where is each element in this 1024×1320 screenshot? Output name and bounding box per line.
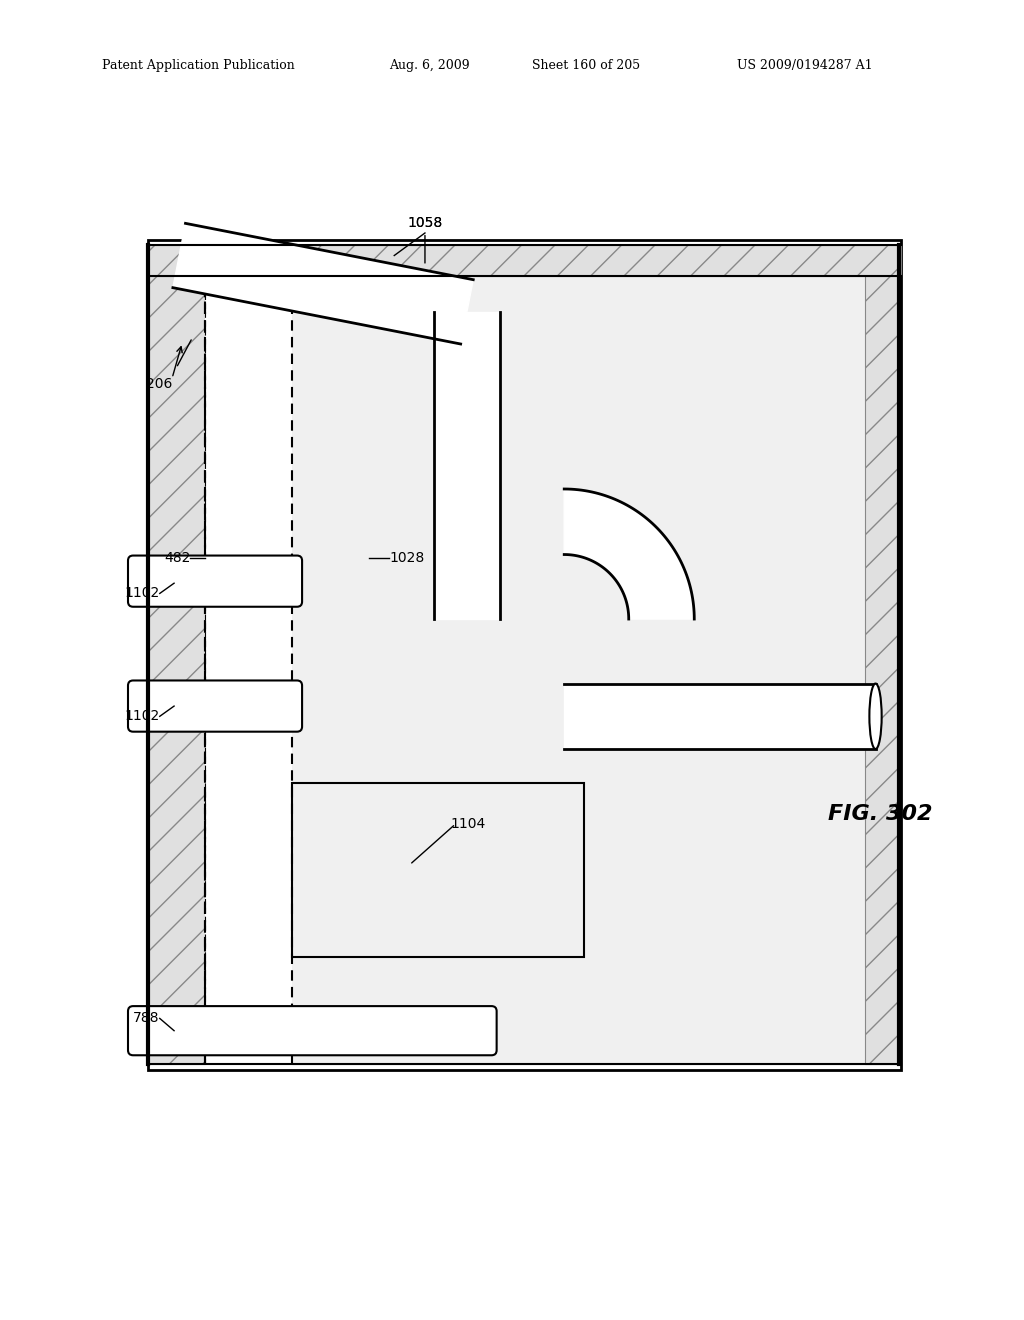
Text: US 2009/0194287 A1: US 2009/0194287 A1 [737,59,872,73]
Bar [148,246,205,1064]
Polygon shape [434,312,500,619]
Text: 206: 206 [145,376,172,391]
Text: 482: 482 [164,550,190,565]
Polygon shape [173,223,473,345]
Bar [148,246,901,276]
Polygon shape [564,684,876,748]
FancyBboxPatch shape [128,1006,497,1055]
Bar [205,246,292,1064]
Ellipse shape [869,684,882,748]
Text: 1058: 1058 [408,216,442,263]
Text: 1058: 1058 [408,216,442,230]
Text: 1102: 1102 [125,586,160,601]
Text: 1028: 1028 [389,550,424,565]
FancyBboxPatch shape [128,681,302,731]
Bar [292,246,865,1064]
Bar [292,783,584,957]
Bar [148,240,901,1069]
Text: FIG. 302: FIG. 302 [828,804,933,824]
Text: 788: 788 [133,1011,160,1026]
Text: Patent Application Publication: Patent Application Publication [102,59,295,73]
Bar [865,246,899,1064]
Text: Sheet 160 of 205: Sheet 160 of 205 [532,59,641,73]
Text: Aug. 6, 2009: Aug. 6, 2009 [389,59,470,73]
Polygon shape [564,488,694,619]
Text: 1104: 1104 [451,817,485,830]
FancyBboxPatch shape [128,556,302,607]
Text: 1102: 1102 [125,709,160,723]
Bar [292,246,896,1064]
